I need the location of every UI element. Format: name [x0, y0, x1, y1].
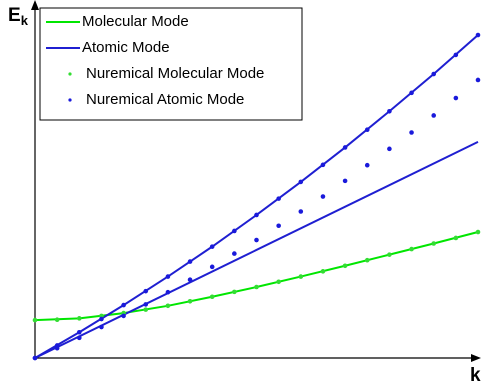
dot [364, 162, 370, 168]
dot [342, 145, 348, 150]
dot [165, 289, 171, 295]
dot [364, 257, 370, 263]
dot [453, 52, 459, 58]
dot [475, 229, 481, 235]
dot [276, 279, 281, 285]
dot [232, 228, 237, 234]
dot [453, 95, 459, 101]
legend-swatch [68, 98, 72, 102]
dot [276, 223, 281, 229]
dot [187, 298, 193, 304]
dot [187, 277, 193, 283]
dot [143, 307, 149, 312]
dot [387, 252, 392, 257]
dot [121, 302, 126, 308]
y-label: Ek [8, 5, 29, 28]
dot [387, 146, 392, 152]
dot [298, 179, 304, 185]
dot [232, 289, 237, 295]
dot [99, 324, 104, 330]
dot [298, 209, 304, 214]
dot [276, 196, 281, 201]
dot [232, 251, 237, 256]
dot [342, 263, 348, 269]
dot [187, 259, 193, 264]
dot [387, 108, 392, 114]
dot [431, 241, 437, 246]
dot [32, 317, 38, 323]
legend-label: Nuremical Molecular Mode [86, 65, 264, 82]
y-label-sub: k [21, 13, 29, 28]
dot [209, 264, 215, 270]
dot [254, 284, 259, 290]
line [34, 140, 479, 359]
dot [475, 77, 481, 83]
dot [54, 317, 60, 323]
dot [143, 302, 149, 307]
dot [298, 274, 304, 279]
legend-label: Atomic Mode [82, 39, 170, 56]
dot [121, 313, 126, 319]
y-label-base: E [8, 5, 21, 26]
dot [342, 178, 348, 184]
dot [99, 316, 104, 322]
legend-box [39, 7, 303, 121]
dot [320, 162, 326, 168]
dot [320, 269, 326, 274]
dot [409, 130, 414, 135]
dot [409, 90, 414, 96]
dot [453, 235, 459, 241]
dot [165, 303, 171, 309]
dot [475, 32, 481, 38]
dot [209, 294, 215, 300]
dot [364, 127, 370, 133]
dot [165, 274, 171, 279]
dot [54, 345, 60, 351]
dot [431, 71, 437, 77]
x-arrow [471, 354, 481, 362]
dot [431, 113, 437, 118]
x-label: k [470, 365, 481, 386]
dot [143, 288, 149, 294]
dot [32, 355, 38, 361]
dot [254, 237, 259, 243]
legend-label: Nuremical Atomic Mode [86, 91, 244, 108]
legend-label: Molecular Mode [82, 13, 189, 30]
dot [77, 335, 82, 341]
dot [77, 329, 82, 335]
dot [77, 316, 82, 321]
line [34, 231, 479, 322]
dot [320, 194, 326, 199]
dot [209, 244, 215, 249]
dot [409, 246, 414, 252]
dot [254, 212, 259, 218]
y-arrow [31, 0, 39, 10]
legend-swatch [68, 72, 72, 76]
